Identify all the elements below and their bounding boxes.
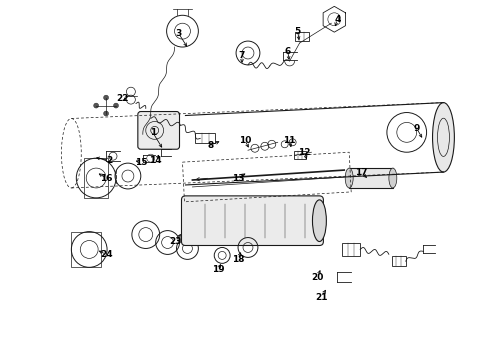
- Text: 21: 21: [315, 293, 328, 302]
- Bar: [72, 231, 101, 267]
- Text: 1: 1: [149, 128, 156, 137]
- Text: 4: 4: [334, 15, 341, 24]
- Bar: [342, 243, 360, 256]
- FancyBboxPatch shape: [181, 196, 323, 246]
- Text: 18: 18: [232, 255, 245, 264]
- Ellipse shape: [389, 168, 397, 188]
- Circle shape: [103, 95, 109, 100]
- Circle shape: [114, 103, 119, 108]
- Text: 16: 16: [100, 174, 112, 183]
- Bar: [84, 158, 108, 198]
- Text: 8: 8: [207, 141, 214, 150]
- Bar: [349, 168, 393, 188]
- Bar: [294, 32, 309, 41]
- Text: 13: 13: [232, 174, 245, 183]
- Text: 3: 3: [175, 29, 182, 38]
- Text: 5: 5: [294, 27, 301, 36]
- Ellipse shape: [345, 168, 353, 188]
- Text: 7: 7: [239, 51, 245, 60]
- Text: 22: 22: [117, 94, 129, 103]
- Text: 15: 15: [135, 158, 147, 167]
- Text: 11: 11: [283, 136, 296, 145]
- Text: 14: 14: [149, 156, 162, 165]
- Bar: [392, 256, 406, 266]
- Text: 20: 20: [311, 273, 323, 282]
- Text: 24: 24: [100, 250, 112, 259]
- Ellipse shape: [433, 103, 454, 172]
- Text: 6: 6: [285, 46, 291, 55]
- Ellipse shape: [313, 200, 326, 242]
- Text: 2: 2: [106, 156, 112, 165]
- Bar: [196, 133, 215, 143]
- Text: 17: 17: [355, 167, 368, 176]
- Text: 10: 10: [239, 136, 251, 145]
- Text: 23: 23: [169, 237, 182, 246]
- Text: 19: 19: [212, 265, 224, 274]
- Text: 9: 9: [414, 124, 420, 133]
- Circle shape: [94, 103, 98, 108]
- Circle shape: [103, 111, 109, 116]
- FancyBboxPatch shape: [138, 112, 179, 149]
- Text: 12: 12: [298, 148, 311, 157]
- Bar: [294, 151, 306, 159]
